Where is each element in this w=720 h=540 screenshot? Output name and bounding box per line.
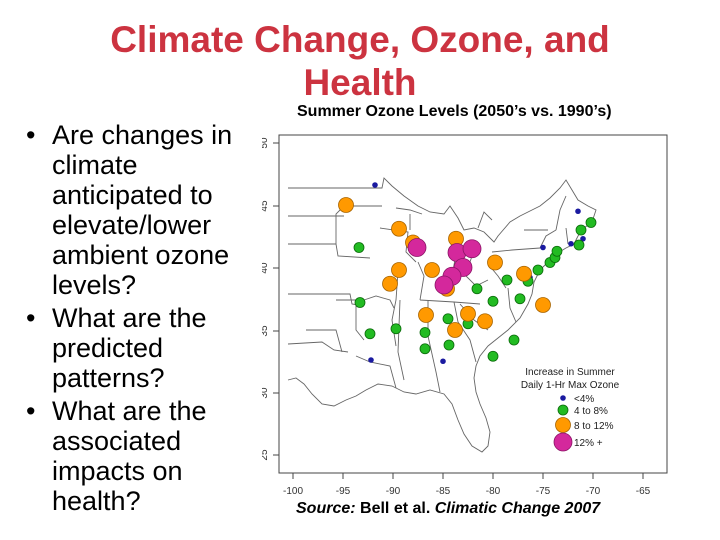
map-title: Summer Ozone Levels (2050’s vs. 1990’s) (297, 103, 612, 120)
y-tick-label: 40 (262, 262, 270, 274)
station-marker-4to8 (532, 264, 544, 276)
station-marker-8to12 (460, 305, 476, 322)
station-marker-4to8 (354, 297, 366, 308)
x-tick-label: -90 (386, 486, 401, 497)
bullet-list: Are changes in climate anticipated to el… (24, 120, 264, 519)
station-marker-4to8 (471, 283, 483, 295)
legend-swatch-12plus (553, 432, 573, 452)
station-marker-12plus (462, 239, 482, 259)
legend-swatch-4to8 (557, 404, 569, 416)
station-marker-lt4 (368, 357, 374, 363)
source-authors: Bell et al. (360, 500, 431, 517)
station-marker-4to8 (443, 339, 455, 351)
station-marker-8to12 (535, 297, 551, 313)
station-marker-8to12 (424, 262, 440, 278)
station-marker-4to8 (419, 327, 431, 338)
map-frame (278, 134, 668, 474)
x-tick-label: -65 (636, 486, 651, 497)
station-marker-8to12 (391, 220, 407, 237)
legend-label-12plus: 12% + (574, 438, 603, 449)
station-marker-4to8 (551, 245, 563, 257)
bullet-item-2: What are the predicted patterns? (24, 303, 264, 393)
station-marker-8to12 (487, 254, 503, 271)
x-tick-label: -85 (436, 486, 451, 497)
y-tick-label: 50 (262, 137, 270, 149)
bullet-item-1: Are changes in climate anticipated to el… (24, 120, 264, 300)
station-marker-8to12 (418, 307, 434, 323)
legend-label-8to12: 8 to 12% (574, 421, 614, 432)
x-tick-label: -75 (536, 486, 551, 497)
slide-title-line-2: Health (303, 62, 417, 103)
legend-title-line-2: Daily 1-Hr Max Ozone (521, 380, 620, 391)
slide-title-line-1: Climate Change, Ozone, and (110, 19, 610, 60)
x-tick-label: -80 (486, 486, 501, 497)
station-marker-8to12 (516, 265, 532, 282)
station-marker-4to8 (514, 293, 526, 305)
x-tick-label: -95 (336, 486, 351, 497)
y-tick-label: 45 (262, 200, 270, 212)
legend-label-lt4: <4% (574, 394, 594, 405)
station-marker-12plus (407, 238, 427, 257)
y-axis: 25 30 35 40 45 50 (262, 137, 279, 461)
station-marker-8to12 (477, 313, 493, 330)
station-marker-4to8 (353, 242, 365, 253)
station-marker-lt4 (440, 358, 446, 365)
y-tick-label: 35 (262, 325, 270, 337)
station-marker-8to12 (338, 197, 354, 213)
source-label: Source: (296, 500, 356, 517)
bullet-item-3: What are the associated impacts on healt… (24, 396, 264, 516)
legend-swatch-8to12 (555, 417, 571, 433)
station-marker-4to8 (442, 313, 454, 325)
legend-title-line-1: Increase in Summer (525, 367, 615, 378)
station-marker-4to8 (364, 328, 376, 340)
station-marker-8to12 (382, 275, 398, 292)
station-marker-4to8 (573, 239, 585, 251)
source-journal: Climatic Change 2007 (434, 500, 601, 517)
x-tick-label: -100 (283, 486, 303, 497)
station-marker-8to12 (447, 322, 463, 338)
station-markers (338, 182, 597, 365)
station-marker-4to8 (501, 274, 513, 286)
y-tick-label: 25 (262, 449, 270, 461)
station-marker-lt4 (568, 240, 574, 247)
station-marker-4to8 (390, 323, 402, 335)
station-marker-12plus (434, 275, 454, 295)
y-tick-label: 30 (262, 387, 270, 399)
station-marker-lt4 (575, 208, 581, 215)
source-citation: Source: Bell et al. Climatic Change 2007 (296, 500, 600, 518)
station-marker-4to8 (487, 350, 499, 362)
legend-label-4to8: 4 to 8% (574, 406, 608, 417)
station-marker-4to8 (487, 295, 499, 307)
station-marker-8to12 (391, 262, 407, 278)
station-marker-4to8 (508, 334, 520, 346)
station-marker-lt4 (580, 235, 586, 242)
station-marker-4to8 (575, 224, 587, 236)
map-legend: Increase in Summer Daily 1-Hr Max Ozone … (521, 367, 620, 452)
station-marker-lt4 (372, 182, 378, 188)
slide-title: Climate Change, Ozone, and Health (40, 18, 680, 104)
x-axis: -100 -95 -90 -85 -80 -75 -70 -65 (283, 473, 651, 497)
station-marker-4to8 (419, 343, 431, 355)
station-marker-4to8 (585, 217, 597, 228)
state-borders (287, 177, 597, 453)
ozone-map: -100 -95 -90 -85 -80 -75 -70 -65 25 30 3… (262, 134, 668, 497)
legend-swatch-lt4 (560, 395, 566, 401)
station-marker-lt4 (540, 244, 546, 251)
x-tick-label: -70 (586, 486, 601, 497)
